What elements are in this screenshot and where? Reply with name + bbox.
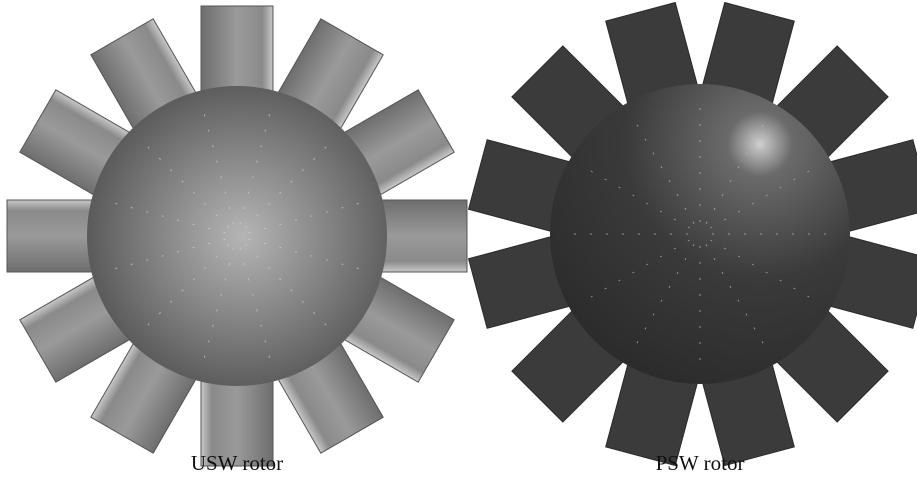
page: USW rotor PSW rotor (() => { const data …	[0, 0, 917, 491]
caption: PSW rotor	[656, 451, 745, 475]
hub	[550, 84, 850, 384]
hub	[87, 86, 387, 386]
caption: USW rotor	[191, 451, 283, 475]
figure: USW rotor PSW rotor	[0, 0, 917, 491]
psw-rotor	[469, 3, 917, 466]
usw-rotor	[7, 6, 467, 466]
